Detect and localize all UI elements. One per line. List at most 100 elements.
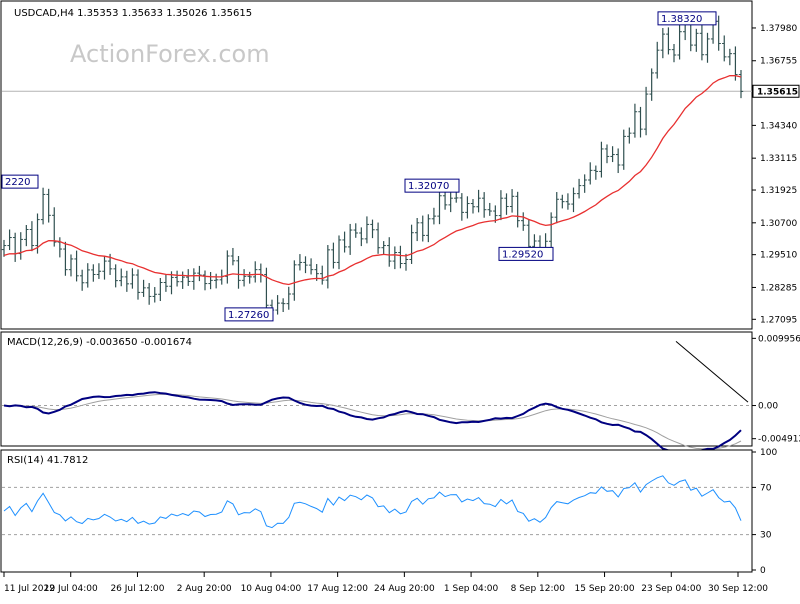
price-bar (409, 224, 414, 264)
price-bar (247, 271, 252, 284)
rsi-tick-label: 100 (760, 448, 777, 458)
price-bar (74, 250, 79, 282)
price-bar (571, 187, 576, 213)
price-bar (705, 32, 710, 63)
price-annotation-box (657, 11, 717, 26)
macd-tick-label: 0.00 (758, 402, 778, 412)
price-bar (130, 268, 135, 289)
price-bar (24, 225, 29, 247)
price-bar (102, 256, 107, 280)
price-bar (375, 222, 381, 254)
price-bar (487, 202, 492, 216)
price-bar (733, 46, 738, 81)
price-bar (655, 41, 660, 79)
price-tick-label: 1.29510 (760, 251, 797, 261)
macd-header: MACD(12,26,9) -0.003650 -0.001674 (7, 337, 192, 348)
price-bar (347, 223, 353, 255)
macd-line (3, 391, 742, 456)
price-bar (465, 196, 470, 219)
price-bar (141, 279, 146, 297)
price-bar (604, 144, 610, 164)
price-annotation-box (224, 307, 274, 322)
rsi-panel[interactable] (0, 449, 753, 573)
date-tick-label: 2 Aug 20:00 (177, 584, 232, 594)
price-bar (521, 212, 526, 231)
price-bar (303, 256, 308, 274)
price-annotation-label: 2220 (5, 177, 30, 188)
price-annotation-label: 1.32070 (408, 181, 449, 192)
current-price-box (752, 84, 800, 98)
date-tick-label: 26 Jul 12:00 (110, 584, 164, 594)
price-bar (286, 286, 291, 310)
current-price-label: 1.35615 (757, 87, 798, 97)
price-panel[interactable] (0, 0, 753, 330)
price-bar (325, 245, 331, 289)
price-bar (241, 269, 247, 287)
price-bar (504, 193, 509, 215)
price-tick-label: 1.33115 (760, 154, 797, 164)
price-bar (275, 295, 280, 315)
price-bar (554, 192, 559, 224)
price-bar (29, 221, 35, 252)
price-bar (342, 231, 347, 253)
price-bar (414, 217, 420, 242)
price-bar (420, 215, 425, 242)
date-tick-label: 17 Aug 12:00 (307, 584, 368, 594)
price-bar (582, 174, 587, 193)
price-bar (576, 178, 582, 199)
price-annotation-label: 1.38320 (661, 14, 702, 25)
price-layer: 1.37980 1.36755 1.34340 1.33115 1.31925 1.307… (1, 11, 800, 325)
rsi-tick-label: 0 (760, 566, 766, 576)
price-bar (52, 207, 57, 247)
price-bar (213, 273, 219, 289)
macd-signal-line (3, 393, 742, 450)
price-bar (280, 298, 286, 312)
price-bar (79, 269, 85, 291)
price-bar (398, 245, 403, 269)
date-tick-label: 1 Sep 04:00 (444, 584, 499, 594)
price-bar (727, 48, 733, 66)
moving-average-line (3, 74, 742, 286)
price-bar (180, 271, 185, 289)
price-bar (627, 127, 632, 144)
price-bar (40, 187, 46, 225)
price-bar (666, 27, 671, 55)
price-bar (85, 263, 90, 288)
price-annotation-box (498, 246, 554, 261)
date-tick-label: 11 Jul 2022 (4, 584, 55, 594)
price-bar (264, 267, 269, 311)
price-bar (63, 241, 68, 276)
price-bar (359, 227, 364, 247)
price-bar (716, 15, 721, 51)
price-bar (236, 256, 241, 289)
price-bar (387, 237, 392, 267)
price-bar (292, 260, 297, 301)
price-bar (113, 264, 118, 288)
macd-panel[interactable] (0, 331, 753, 447)
price-bar (370, 219, 375, 239)
price-bar (230, 247, 236, 266)
date-tick-label: 23 Sep 04:00 (641, 584, 701, 594)
price-bar (163, 274, 169, 292)
price-bar (431, 207, 437, 225)
price-bar (459, 193, 465, 221)
price-bar (694, 28, 699, 52)
date-tick-label: 10 Aug 04:00 (241, 584, 302, 594)
date-tick-label: 15 Sep 20:00 (575, 584, 635, 594)
price-bar (208, 272, 213, 290)
price-bar (152, 287, 157, 303)
price-bar (470, 199, 476, 214)
price-bar (671, 44, 677, 63)
price-bar (403, 253, 409, 271)
price-bar (392, 246, 398, 270)
price-bar (46, 188, 51, 223)
rsi-tick-label: 30 (760, 531, 772, 541)
price-annotation-label: 1.27260 (228, 310, 269, 321)
price-bar (186, 269, 191, 286)
price-bar (699, 24, 705, 61)
price-bar (660, 28, 666, 59)
macd-tick-label: 0.009956 (758, 334, 800, 344)
